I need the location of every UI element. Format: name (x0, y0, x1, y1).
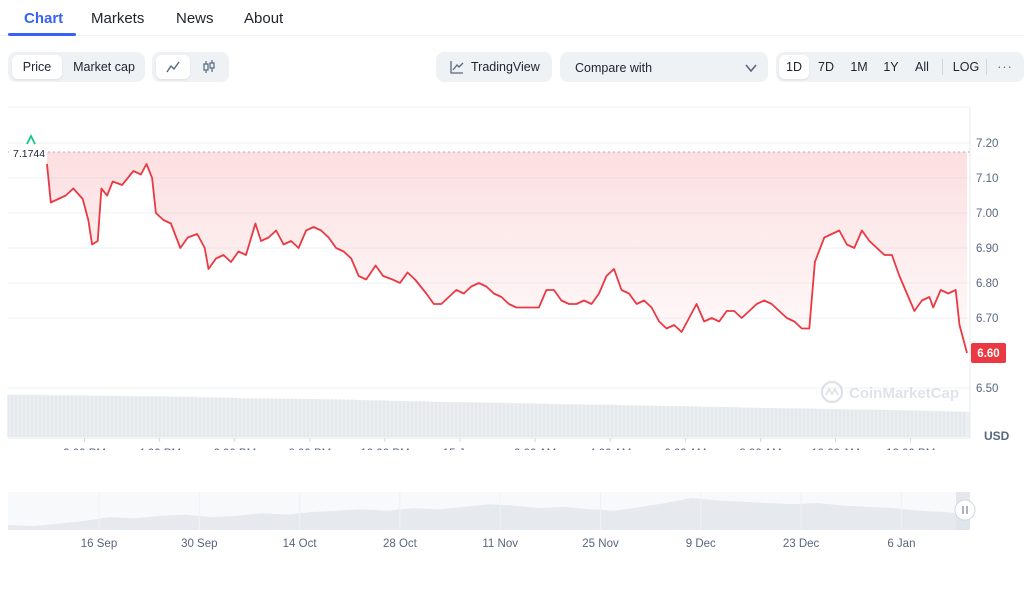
y-unit-label: USD (984, 429, 1010, 443)
y-tick-label: 6.50 (976, 383, 998, 395)
tab-chart[interactable]: Chart (24, 10, 64, 27)
x-tick-label: 4:00 PM (138, 448, 181, 450)
navigator-x-tick-label: 16 Sep (81, 538, 117, 550)
navigator-x-tick-label: 14 Oct (283, 538, 318, 550)
open-price-label: 7.1744 (13, 148, 45, 160)
navigator-x-tick-label: 6 Jan (887, 538, 915, 550)
y-tick-label: 7.00 (976, 208, 998, 220)
chart-style-toggle (152, 52, 229, 82)
price-line (46, 163, 968, 354)
tab-news[interactable]: News (176, 10, 214, 27)
x-tick-label: 12:00 PM (886, 448, 935, 450)
time-range-selector: 1D 7D 1M 1Y All LOG ··· (776, 52, 1024, 82)
tab-about[interactable]: About (244, 10, 284, 27)
range-all-button[interactable]: All (915, 60, 929, 74)
price-button[interactable]: Price (12, 55, 62, 79)
current-price-tag (971, 343, 1006, 363)
more-options-button[interactable]: ··· (990, 55, 1020, 79)
chart-type-toggle: Price Market cap (8, 52, 145, 82)
range-divider (942, 59, 943, 75)
x-tick-label: 15 Jan (443, 448, 478, 450)
line-chart-button[interactable] (156, 55, 190, 79)
navigator-x-tick-label: 9 Dec (686, 538, 716, 550)
x-tick-label: 10:00 PM (360, 448, 409, 450)
x-tick-label: 10:00 AM (811, 448, 860, 450)
compare-with-dropdown[interactable]: Compare with (560, 52, 768, 82)
navigator-area (8, 497, 970, 530)
tradingview-label: TradingView (471, 60, 540, 74)
candlestick-icon (203, 60, 215, 73)
market-cap-button[interactable]: Market cap (73, 60, 135, 74)
compare-with-label: Compare with (575, 61, 653, 75)
range-1y-button[interactable]: 1Y (883, 60, 899, 74)
range-1d-button[interactable]: 1D (779, 55, 809, 79)
more-icon: ··· (997, 60, 1013, 74)
range-1m-button[interactable]: 1M (850, 60, 868, 74)
navigator-x-tick-label: 28 Oct (383, 538, 418, 550)
range-7d-button[interactable]: 7D (818, 60, 834, 74)
coinmarketcap-logo-mark (825, 387, 839, 396)
navigator-x-tick-label: 11 Nov (482, 538, 518, 550)
tab-markets[interactable]: Markets (91, 10, 145, 27)
navigator-x-tick-label: 30 Sep (181, 538, 217, 550)
line-chart-icon (166, 61, 180, 73)
tradingview-button[interactable]: TradingView (436, 52, 552, 82)
candlestick-button[interactable] (192, 55, 226, 79)
x-tick-label: 6:00 PM (213, 448, 256, 450)
x-tick-label: 6:00 AM (664, 448, 706, 450)
log-scale-button[interactable]: LOG (952, 60, 980, 74)
x-tick-label: 2:00 AM (514, 448, 556, 450)
y-tick-label: 6.90 (976, 243, 998, 255)
x-tick-label: 2:00 PM (63, 448, 106, 450)
navigator-x-tick-label: 23 Dec (783, 538, 820, 550)
watermark-text: CoinMarketCap (849, 385, 959, 402)
tradingview-icon (450, 61, 464, 74)
x-tick-label: 8:00 PM (288, 448, 331, 450)
volume-area (8, 394, 970, 437)
range-navigator[interactable]: 16 Sep 30 Sep 14 Oct 28 Oct 11 Nov 25 Nov 9 De… (0, 480, 1024, 560)
chevron-down-icon (745, 64, 757, 73)
y-tick-label: 7.20 (976, 138, 998, 150)
up-arrow-icon (26, 133, 36, 145)
top-tabs: Chart Markets News About (0, 0, 1024, 36)
x-tick-label: 8:00 AM (739, 448, 781, 450)
active-tab-indicator (8, 33, 76, 36)
y-tick-label: 6.80 (976, 278, 998, 290)
y-tick-label: 7.10 (976, 173, 998, 185)
x-tick-label: 4:00 AM (589, 448, 631, 450)
open-price-label-bg (9, 147, 47, 160)
price-area-fill (47, 151, 967, 353)
range-divider (986, 59, 987, 75)
y-tick-label: 6.70 (976, 313, 998, 325)
coinmarketcap-logo-icon (820, 380, 844, 404)
navigator-x-tick-label: 25 Nov (582, 538, 619, 550)
current-price-label: 6.60 (977, 348, 999, 360)
navigator-handle[interactable] (954, 499, 976, 521)
